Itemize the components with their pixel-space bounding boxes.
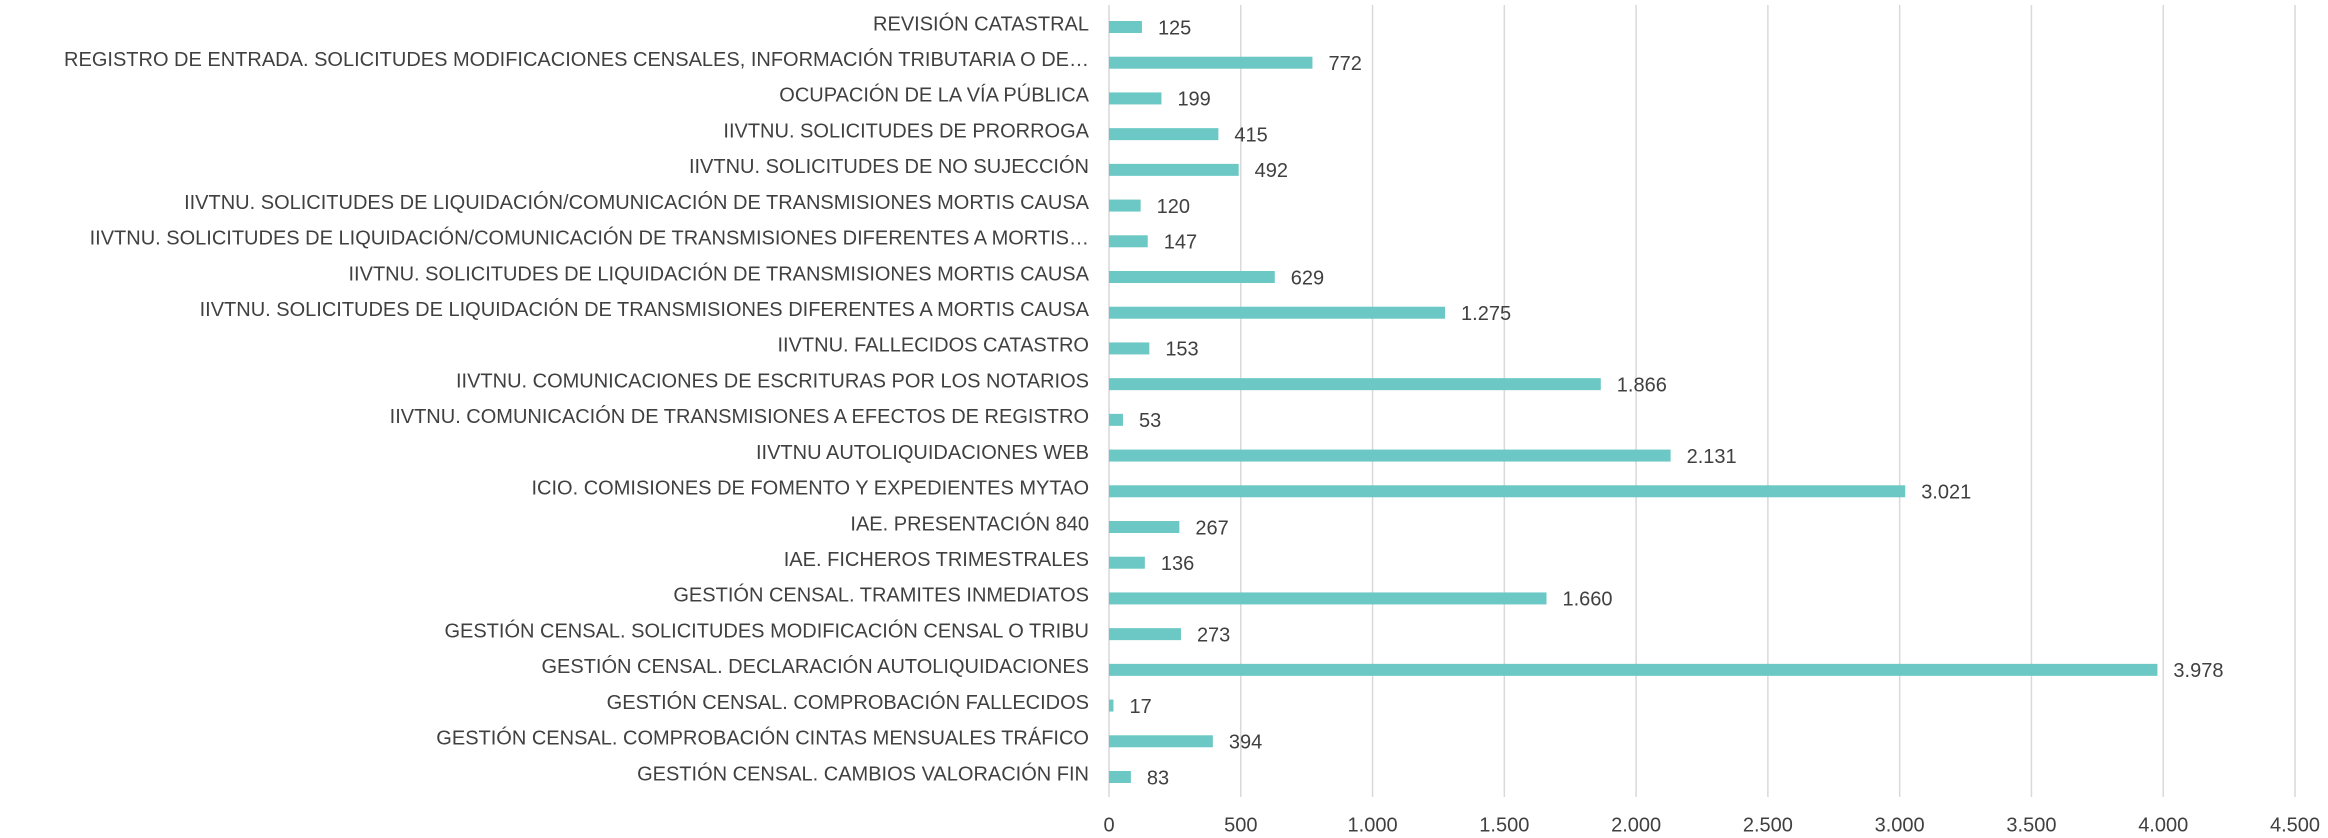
data-label: 120 [1157,196,1190,218]
bar [1109,449,1671,462]
data-label: 1.275 [1461,303,1511,325]
data-label: 2.131 [1687,446,1737,468]
data-label: 3.978 [2173,660,2223,682]
y-tick-label: GESTIÓN CENSAL. SOLICITUDES MODIFICACIÓN… [444,619,1089,642]
y-tick-label: IIVTNU. FALLECIDOS CATASTRO [777,335,1089,357]
x-tick-label: 4.000 [2138,814,2188,836]
bar [1109,128,1219,141]
bar [1109,413,1123,426]
data-label: 53 [1139,410,1161,432]
data-label: 153 [1165,339,1198,361]
data-label: 1.660 [1563,589,1613,611]
bar [1109,163,1239,176]
y-tick-label: IIVTNU. SOLICITUDES DE NO SUJECCIÓN [689,155,1089,178]
y-tick-label: IIVTNU. SOLICITUDES DE LIQUIDACIÓN/COMUN… [90,227,1089,250]
y-tick-label: IIVTNU. SOLICITUDES DE PRORROGA [723,120,1089,142]
x-tick-label: 1.000 [1348,814,1398,836]
y-tick-label: GESTIÓN CENSAL. COMPROBACIÓN CINTAS MENS… [436,727,1089,750]
bar [1109,521,1180,533]
data-label: 415 [1234,124,1267,146]
data-label: 147 [1164,232,1197,254]
bar [1109,271,1275,283]
y-tick-label: GESTIÓN CENSAL. COMPROBACIÓN FALLECIDOS [607,691,1089,714]
y-tick-label: IIVTNU. COMUNICACIONES DE ESCRITURAS POR… [456,370,1089,392]
x-tick-label: 3.000 [1875,814,1925,836]
bar [1109,699,1114,712]
y-tick-label: IIVTNU. SOLICITUDES DE LIQUIDACIÓN DE TR… [349,262,1090,285]
data-label: 83 [1147,767,1169,789]
bar [1109,21,1142,33]
data-label: 267 [1195,517,1228,539]
x-tick-label: 1.500 [1479,814,1529,836]
data-label: 1.866 [1617,374,1667,396]
bar [1109,306,1446,319]
bar [1109,592,1547,605]
bar [1109,735,1213,748]
y-tick-label: GESTIÓN CENSAL. DECLARACIÓN AUTOLIQUIDAC… [541,655,1089,678]
bar [1109,663,2158,676]
y-tick-label: GESTIÓN CENSAL. TRAMITES INMEDIATOS [673,584,1089,607]
data-label: 273 [1197,624,1230,646]
data-label: 199 [1177,89,1210,111]
bar [1109,628,1181,641]
y-tick-label: ICIO. COMISIONES DE FOMENTO Y EXPEDIENTE… [532,478,1090,500]
y-tick-label: IIVTNU AUTOLIQUIDACIONES WEB [756,442,1089,464]
data-label: 3.021 [1921,482,1971,504]
y-tick-label: IIVTNU. SOLICITUDES DE LIQUIDACIÓN DE TR… [200,298,1090,321]
x-tick-label: 3.500 [2006,814,2056,836]
y-tick-label: OCUPACIÓN DE LA VÍA PÚBLICA [779,84,1089,107]
data-label: 492 [1255,160,1288,182]
data-label: 125 [1158,17,1191,39]
x-tick-label: 0 [1103,814,1114,836]
x-tick-label: 500 [1224,814,1257,836]
bar [1109,199,1141,212]
data-label: 629 [1291,267,1324,289]
y-tick-label: IIVTNU. SOLICITUDES DE LIQUIDACIÓN/COMUN… [184,191,1090,214]
y-tick-label: IIVTNU. COMUNICACIÓN DE TRANSMISIONES A … [390,405,1089,428]
x-tick-label: 4.500 [2270,814,2320,836]
bar [1109,235,1148,248]
x-tick-label: 2.500 [1743,814,1793,836]
y-tick-label: REVISIÓN CATASTRAL [873,12,1089,35]
y-tick-label: GESTIÓN CENSAL. CAMBIOS VALORACIÓN FIN [637,762,1089,785]
data-label: 394 [1229,732,1262,754]
data-label: 136 [1161,553,1194,575]
bar [1109,771,1131,783]
y-tick-label: REGISTRO DE ENTRADA. SOLICITUDES MODIFIC… [64,48,1089,71]
y-tick-label: IAE. PRESENTACIÓN 840 [850,512,1089,535]
bar [1109,485,1906,498]
data-label: 17 [1129,696,1151,718]
bar [1109,342,1150,355]
x-tick-label: 2.000 [1611,814,1661,836]
bar [1109,378,1601,391]
bar [1109,92,1162,105]
bar [1109,56,1313,69]
y-tick-label: IAE. FICHEROS TRIMESTRALES [784,549,1089,571]
data-label: 772 [1328,53,1361,75]
bar [1109,556,1145,569]
